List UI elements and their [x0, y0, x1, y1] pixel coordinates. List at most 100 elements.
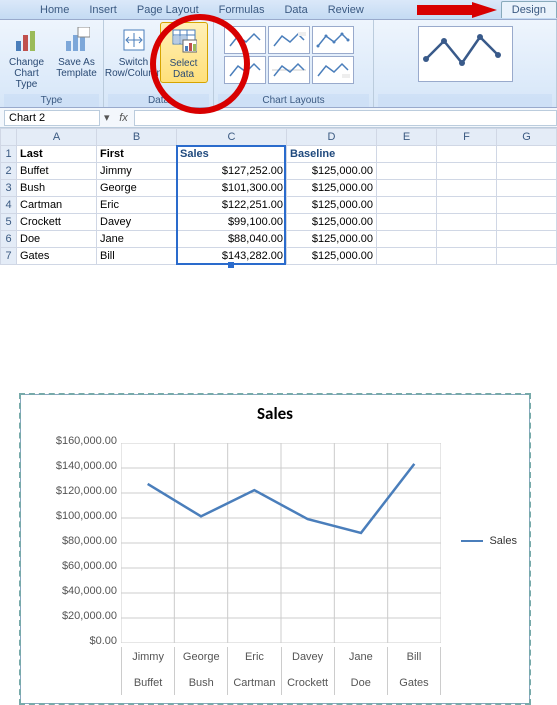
cell[interactable]: Gates [17, 248, 97, 265]
tab-formulas[interactable]: Formulas [209, 2, 275, 18]
col-header-c[interactable]: C [177, 129, 287, 146]
embedded-chart[interactable]: Sales $160,000.00$140,000.00$120,000.00$… [20, 394, 530, 704]
cell[interactable]: $127,252.00 [177, 163, 287, 180]
row-header[interactable]: 5 [1, 214, 17, 231]
cell[interactable]: $125,000.00 [287, 163, 377, 180]
cell[interactable] [377, 197, 437, 214]
layout-thumb-1[interactable] [224, 26, 266, 54]
cell[interactable]: $88,040.00 [177, 231, 287, 248]
tab-page-layout[interactable]: Page Layout [127, 2, 209, 18]
ribbon-group-chart-styles [374, 20, 557, 107]
cell[interactable] [437, 180, 497, 197]
cell[interactable] [497, 146, 557, 163]
chart-x-axis-labels: JimmyBuffetGeorgeBushEricCartmanDaveyCro… [121, 647, 441, 695]
cell[interactable] [497, 180, 557, 197]
cell[interactable]: Baseline [287, 146, 377, 163]
cell[interactable]: Sales [177, 146, 287, 163]
row-header[interactable]: 7 [1, 248, 17, 265]
formula-input[interactable] [134, 110, 557, 126]
cell[interactable] [437, 163, 497, 180]
cell[interactable]: Bill [97, 248, 177, 265]
cell[interactable]: $125,000.00 [287, 231, 377, 248]
select-all-corner[interactable] [1, 129, 17, 146]
cell[interactable] [437, 146, 497, 163]
layout-thumb-2[interactable] [268, 26, 310, 54]
tab-review[interactable]: Review [318, 2, 374, 18]
col-header-g[interactable]: G [497, 129, 557, 146]
formula-bar: ▾ fx [0, 108, 557, 128]
table-row: 7GatesBill$143,282.00$125,000.00 [1, 248, 557, 265]
cell[interactable]: Jimmy [97, 163, 177, 180]
cell[interactable]: $125,000.00 [287, 197, 377, 214]
column-header-row: A B C D E F G [1, 129, 557, 146]
cell[interactable]: Doe [17, 231, 97, 248]
cell[interactable]: Buffet [17, 163, 97, 180]
save-as-template-label: Save As Template [56, 57, 98, 79]
cell[interactable]: $125,000.00 [287, 180, 377, 197]
cell[interactable] [497, 248, 557, 265]
cell[interactable]: Cartman [17, 197, 97, 214]
cell[interactable]: Crockett [17, 214, 97, 231]
group-label-styles [378, 94, 552, 107]
cell[interactable]: $125,000.00 [287, 214, 377, 231]
col-header-a[interactable]: A [17, 129, 97, 146]
cell[interactable] [497, 231, 557, 248]
row-header[interactable]: 2 [1, 163, 17, 180]
style-thumb-1[interactable] [418, 26, 513, 82]
cell[interactable]: $99,100.00 [177, 214, 287, 231]
row-header[interactable]: 4 [1, 197, 17, 214]
cell[interactable]: First [97, 146, 177, 163]
row-header[interactable]: 3 [1, 180, 17, 197]
selection-handle[interactable] [228, 262, 234, 268]
col-header-e[interactable]: E [377, 129, 437, 146]
cell[interactable]: Bush [17, 180, 97, 197]
ribbon-group-type: Change Chart Type Save As Template Type [0, 20, 104, 107]
cell[interactable]: $125,000.00 [287, 248, 377, 265]
tab-design[interactable]: Design [501, 1, 557, 18]
save-as-template-button[interactable]: Save As Template [53, 22, 101, 81]
ribbon-tabs: Home Insert Page Layout Formulas Data Re… [0, 0, 557, 20]
cell[interactable] [377, 180, 437, 197]
cell[interactable] [437, 248, 497, 265]
cell[interactable]: Eric [97, 197, 177, 214]
cell[interactable]: George [97, 180, 177, 197]
tab-home[interactable]: Home [30, 2, 79, 18]
namebox-dropdown-icon[interactable]: ▾ [100, 111, 114, 124]
cell[interactable] [437, 231, 497, 248]
legend-label: Sales [489, 535, 517, 547]
cell[interactable] [377, 248, 437, 265]
col-header-d[interactable]: D [287, 129, 377, 146]
cell[interactable] [377, 163, 437, 180]
tab-insert[interactable]: Insert [79, 2, 127, 18]
worksheet-grid[interactable]: A B C D E F G 1 Last First Sales Baselin… [0, 128, 557, 265]
cell[interactable]: Last [17, 146, 97, 163]
row-header[interactable]: 1 [1, 146, 17, 163]
cell[interactable] [437, 214, 497, 231]
cell[interactable] [377, 231, 437, 248]
select-data-button[interactable]: Select Data [160, 22, 208, 83]
cell[interactable] [497, 163, 557, 180]
switch-row-column-button[interactable]: Switch Row/Column [110, 22, 158, 81]
cell[interactable]: $122,251.00 [177, 197, 287, 214]
tab-data[interactable]: Data [274, 2, 317, 18]
layout-thumb-3[interactable] [312, 26, 354, 54]
cell[interactable] [377, 214, 437, 231]
cell[interactable] [437, 197, 497, 214]
select-data-icon [170, 27, 198, 55]
cell[interactable]: Davey [97, 214, 177, 231]
annotation-arrow [417, 2, 497, 18]
row-header[interactable]: 6 [1, 231, 17, 248]
change-chart-type-button[interactable]: Change Chart Type [3, 22, 51, 92]
name-box[interactable] [4, 110, 100, 126]
col-header-b[interactable]: B [97, 129, 177, 146]
cell[interactable] [377, 146, 437, 163]
cell[interactable]: $101,300.00 [177, 180, 287, 197]
cell[interactable] [497, 214, 557, 231]
layout-thumb-5[interactable] [268, 56, 310, 84]
table-row: 3BushGeorge$101,300.00$125,000.00 [1, 180, 557, 197]
layout-thumb-4[interactable] [224, 56, 266, 84]
cell[interactable] [497, 197, 557, 214]
layout-thumb-6[interactable] [312, 56, 354, 84]
cell[interactable]: Jane [97, 231, 177, 248]
col-header-f[interactable]: F [437, 129, 497, 146]
